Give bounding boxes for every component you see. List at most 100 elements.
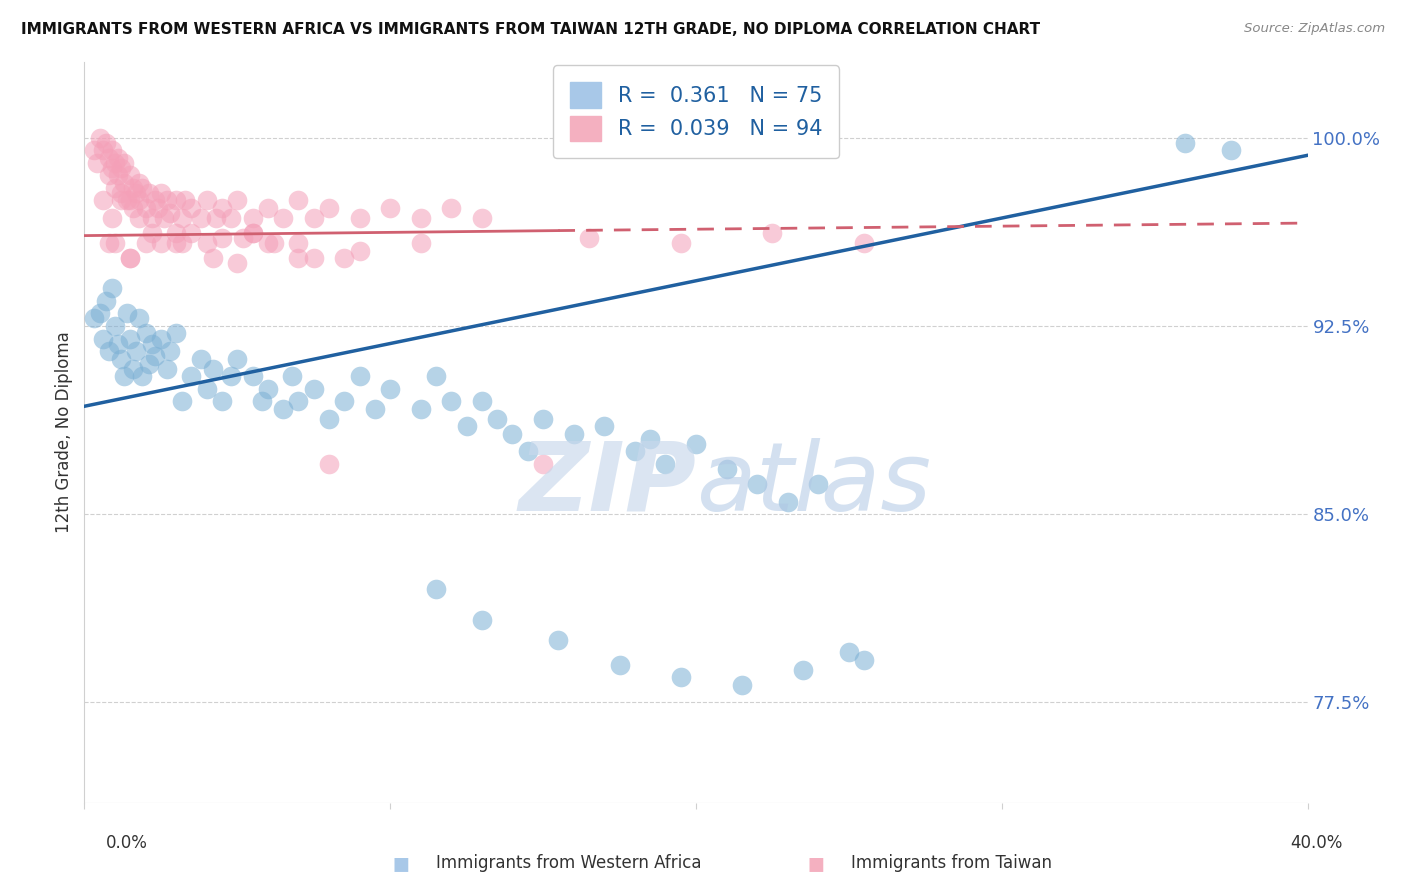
Point xyxy=(101,161,124,175)
Point xyxy=(226,194,249,208)
Point xyxy=(250,394,273,409)
Point xyxy=(143,194,166,208)
Point xyxy=(131,369,153,384)
Point xyxy=(149,236,172,251)
Point xyxy=(112,369,135,384)
Point xyxy=(807,477,830,491)
Point xyxy=(471,394,494,409)
Point xyxy=(165,236,187,251)
Point xyxy=(135,326,157,341)
Point xyxy=(159,206,181,220)
Text: ZIP: ZIP xyxy=(517,438,696,531)
Point xyxy=(110,194,132,208)
Point xyxy=(409,211,432,225)
Point xyxy=(531,457,554,471)
Point xyxy=(219,211,242,225)
Point xyxy=(101,143,124,157)
Point xyxy=(201,251,224,265)
Y-axis label: 12th Grade, No Diploma: 12th Grade, No Diploma xyxy=(55,332,73,533)
Point xyxy=(143,349,166,363)
Point xyxy=(86,156,108,170)
Point xyxy=(1174,136,1197,150)
Point xyxy=(242,226,264,240)
Point xyxy=(174,194,197,208)
Point xyxy=(120,331,142,345)
Point xyxy=(425,582,447,597)
Point xyxy=(138,186,160,200)
Point xyxy=(302,251,325,265)
Text: 40.0%: 40.0% xyxy=(1291,834,1343,852)
Point xyxy=(128,311,150,326)
Point xyxy=(440,201,463,215)
Point xyxy=(195,236,218,251)
Point xyxy=(242,211,264,225)
Point xyxy=(761,226,783,240)
Point xyxy=(110,186,132,200)
Point xyxy=(165,194,187,208)
Point xyxy=(226,351,249,366)
Point xyxy=(97,151,120,165)
Point xyxy=(211,231,233,245)
Point xyxy=(271,401,294,416)
Point xyxy=(156,361,179,376)
Point xyxy=(271,211,294,225)
Point xyxy=(141,211,163,225)
Point xyxy=(471,613,494,627)
Point xyxy=(101,281,124,295)
Point xyxy=(104,236,127,251)
Point xyxy=(115,306,138,320)
Point xyxy=(172,394,194,409)
Point xyxy=(156,194,179,208)
Point xyxy=(211,201,233,215)
Point xyxy=(91,194,114,208)
Point xyxy=(125,186,148,200)
Legend: R =  0.361   N = 75, R =  0.039   N = 94: R = 0.361 N = 75, R = 0.039 N = 94 xyxy=(553,65,839,158)
Point xyxy=(364,401,387,416)
Point xyxy=(125,344,148,359)
Point xyxy=(94,293,117,308)
Text: Immigrants from Western Africa: Immigrants from Western Africa xyxy=(436,855,702,872)
Point xyxy=(242,369,264,384)
Point xyxy=(318,201,340,215)
Point xyxy=(97,236,120,251)
Point xyxy=(172,211,194,225)
Point xyxy=(516,444,538,458)
Point xyxy=(165,326,187,341)
Point xyxy=(180,201,202,215)
Point xyxy=(120,251,142,265)
Point xyxy=(456,419,478,434)
Point xyxy=(440,394,463,409)
Point xyxy=(486,412,509,426)
Point xyxy=(302,382,325,396)
Point xyxy=(122,201,145,215)
Point xyxy=(128,194,150,208)
Point xyxy=(190,211,212,225)
Point xyxy=(146,201,169,215)
Point xyxy=(104,318,127,333)
Point xyxy=(107,151,129,165)
Point xyxy=(638,432,661,446)
Point xyxy=(731,678,754,692)
Point xyxy=(1220,143,1243,157)
Point xyxy=(349,244,371,258)
Point xyxy=(104,181,127,195)
Point xyxy=(257,236,280,251)
Text: 0.0%: 0.0% xyxy=(105,834,148,852)
Point xyxy=(97,344,120,359)
Point xyxy=(94,136,117,150)
Point xyxy=(502,426,524,441)
Point xyxy=(685,437,707,451)
Point xyxy=(226,256,249,270)
Point xyxy=(409,236,432,251)
Point xyxy=(792,663,814,677)
Point xyxy=(287,236,309,251)
Point xyxy=(159,344,181,359)
Point xyxy=(669,670,692,684)
Point xyxy=(122,361,145,376)
Point xyxy=(242,226,264,240)
Point xyxy=(149,186,172,200)
Point xyxy=(172,236,194,251)
Point xyxy=(287,394,309,409)
Point xyxy=(180,226,202,240)
Point xyxy=(180,369,202,384)
